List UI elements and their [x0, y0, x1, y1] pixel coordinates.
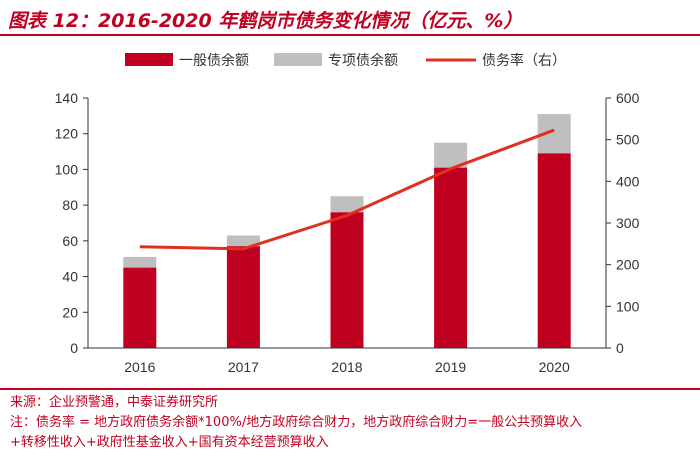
figure-title: 图表 12：2016-2020 年鹤岗市债务变化情况（亿元、%） — [8, 6, 522, 33]
left-axis-tick-label: 120 — [55, 126, 79, 142]
x-axis-tick-label: 2018 — [331, 359, 362, 375]
x-axis-tick-label: 2020 — [539, 359, 570, 375]
left-axis-tick-label: 60 — [62, 233, 78, 249]
left-axis-tick-label: 140 — [55, 90, 79, 106]
x-axis-tick-label: 2019 — [435, 359, 466, 375]
right-axis-tick-label: 500 — [616, 132, 640, 148]
right-axis-tick-label: 200 — [616, 257, 640, 273]
left-axis-tick-label: 40 — [62, 269, 78, 285]
legend-swatch-special-debt — [274, 53, 322, 66]
right-axis-tick-label: 400 — [616, 173, 640, 189]
bar-general-debt-2016 — [123, 268, 156, 348]
legend-label-special-debt: 专项债余额 — [328, 52, 398, 69]
right-axis-tick-label: 100 — [616, 298, 640, 314]
debt-chart: 0 20 40 60 80 100 120 140 0 100 200 300 400 500 600 201… — [0, 36, 700, 386]
bar-special-debt-2016 — [123, 257, 156, 268]
legend-swatch-general-debt — [125, 53, 173, 66]
bar-general-debt-2020 — [538, 153, 571, 348]
bar-general-debt-2017 — [227, 246, 260, 348]
source-note: 来源：企业预警通，中泰证券研究所 — [0, 390, 700, 413]
footer: 来源：企业预警通，中泰证券研究所 注：债务率 = 地方政府债务余额*100%/地… — [0, 388, 700, 458]
left-axis-tick-label: 0 — [70, 340, 78, 356]
formula-note-line-2: +转移性收入+政府性基金收入+国有资本经营预算收入 — [0, 433, 700, 453]
formula-note-line-1: 注：债务率 = 地方政府债务余额*100%/地方政府综合财力，地方政府综合财力=… — [0, 413, 700, 433]
legend-label-general-debt: 一般债余额 — [179, 52, 249, 69]
left-axis-tick-label: 20 — [62, 304, 78, 320]
bar-general-debt-2019 — [434, 168, 467, 348]
title-bar: 图表 12：2016-2020 年鹤岗市债务变化情况（亿元、%） — [0, 0, 700, 36]
right-axis-tick-label: 300 — [616, 215, 640, 231]
right-axis-tick-label: 0 — [616, 340, 624, 356]
left-axis-tick-label: 80 — [62, 197, 78, 213]
left-axis-tick-label: 100 — [55, 161, 79, 177]
x-axis-tick-label: 2017 — [228, 359, 259, 375]
legend-label-debt-ratio: 债务率（右） — [482, 52, 566, 69]
bar-general-debt-2018 — [331, 212, 364, 348]
right-axis-tick-label: 600 — [616, 90, 640, 106]
x-axis-tick-label: 2016 — [124, 359, 155, 375]
